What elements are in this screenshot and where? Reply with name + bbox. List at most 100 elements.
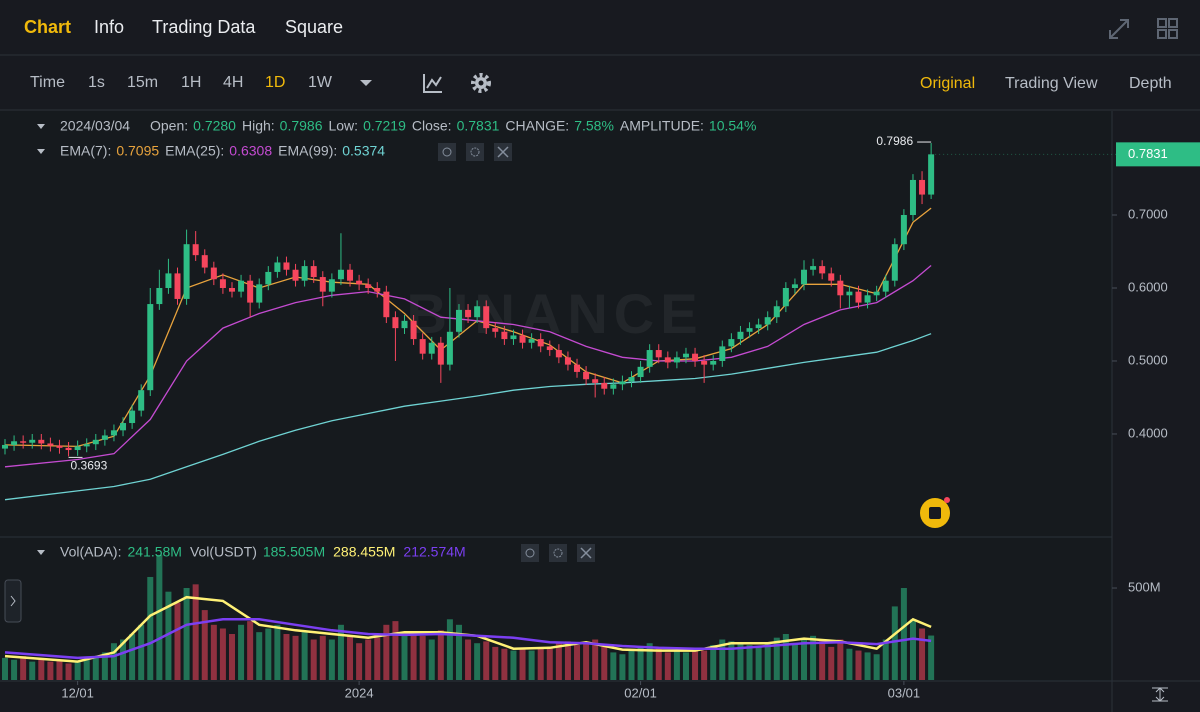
x-tick-label: 03/01: [888, 685, 921, 700]
collapse[interactable]: [37, 550, 45, 555]
y-tick-label: 500M: [1128, 579, 1161, 594]
candle-body: [819, 266, 826, 274]
expand-button[interactable]: [4, 579, 22, 623]
interval[interactable]: 1D: [265, 74, 285, 91]
fullscreen-icon[interactable]: [1109, 19, 1129, 39]
volume-bar: [11, 659, 18, 680]
min-label: 0.3693: [71, 459, 108, 473]
interval[interactable]: Time: [30, 74, 65, 91]
interval[interactable]: 1s: [88, 74, 105, 91]
legend-date: 2024/03/04: [60, 118, 130, 134]
volume-bar: [855, 650, 862, 680]
expand-arrow: [10, 595, 16, 607]
volume-bar: [337, 624, 344, 680]
plot-area: [0, 111, 1112, 681]
dropdown[interactable]: [360, 80, 372, 86]
volume-bar: [673, 650, 680, 680]
collapse[interactable]: [37, 149, 45, 154]
candle-body: [301, 266, 308, 281]
candle-body: [374, 287, 381, 292]
interval[interactable]: 4H: [223, 74, 243, 91]
volume-bar: [101, 652, 108, 680]
legend-value: 0.7280: [193, 118, 236, 134]
candle-body: [619, 381, 626, 385]
settings-icon[interactable]: [471, 73, 491, 93]
volume-bar: [755, 646, 762, 680]
candle-body: [465, 309, 472, 318]
vol-ma-value: 212.574M: [403, 544, 465, 560]
candle-body: [846, 291, 853, 296]
volume-bar: [900, 588, 907, 680]
candle-body: [673, 357, 680, 363]
candle-body: [909, 179, 916, 215]
volume-bar: [228, 634, 235, 680]
candle-body: [837, 280, 844, 296]
volume-bar: [47, 661, 54, 680]
volume-bar: [819, 639, 826, 680]
volume-bar: [283, 634, 290, 680]
volume-bar: [646, 643, 653, 680]
interval[interactable]: 15m: [127, 74, 158, 91]
candle-body: [791, 284, 798, 288]
last-price-tag: [1116, 142, 1200, 167]
candle-body: [701, 360, 708, 365]
candle-body: [156, 287, 163, 305]
interval[interactable]: 1H: [181, 74, 201, 91]
interval[interactable]: 1W: [308, 74, 333, 91]
y-tick-label: 0.7000: [1128, 206, 1168, 221]
candle-body: [174, 273, 181, 299]
volume-bar: [328, 639, 335, 680]
ema-label: EMA(25):: [165, 143, 224, 159]
volume-bar: [737, 643, 744, 680]
candle-body: [864, 295, 871, 303]
volume-bar: [274, 624, 281, 680]
notes-button[interactable]: [920, 497, 950, 528]
volume-bar: [810, 635, 817, 680]
volume-bar: [38, 657, 45, 680]
ema-label: EMA(7):: [60, 143, 111, 159]
legend-value: 0.7831: [457, 118, 500, 134]
volume-bar: [219, 628, 226, 680]
vol-value: 185.505M: [263, 544, 325, 560]
legend-buttons[interactable]: [438, 143, 595, 562]
tab[interactable]: Chart: [24, 17, 71, 37]
volume-bar: [919, 628, 926, 680]
candle-body: [455, 309, 462, 332]
volume-bar: [465, 639, 472, 680]
candle-body: [319, 277, 326, 292]
volume-bar: [873, 654, 880, 680]
volume-bar: [446, 619, 453, 680]
indicator-icon[interactable]: [423, 74, 442, 93]
collapse[interactable]: [37, 124, 45, 129]
layout-icon[interactable]: [1157, 18, 1178, 39]
volume-bar: [428, 639, 435, 680]
volume-bar: [492, 646, 499, 680]
candle-body: [891, 244, 898, 281]
view[interactable]: Depth: [1129, 75, 1172, 92]
volume-bar: [882, 639, 889, 680]
candle-body: [574, 364, 581, 372]
candle-body: [737, 331, 744, 340]
candle-body: [555, 350, 562, 358]
view[interactable]: Trading View: [1005, 75, 1098, 92]
volume-bar: [791, 643, 798, 680]
candle-body: [882, 280, 889, 292]
candle-body: [129, 410, 136, 424]
candle-body: [274, 262, 281, 272]
tab[interactable]: Info: [94, 17, 124, 37]
volume-bar: [746, 645, 753, 680]
ema-value: 0.5374: [342, 143, 385, 159]
scale-icon[interactable]: [1152, 687, 1168, 702]
volume-bar: [120, 639, 127, 680]
tab[interactable]: Square: [285, 17, 343, 37]
candle-body: [501, 331, 508, 340]
candle-body: [446, 331, 453, 365]
last-price: 0.7831: [1128, 146, 1168, 161]
view[interactable]: Original: [920, 75, 975, 92]
candle-body: [601, 382, 608, 389]
legend-value: 10.54%: [709, 118, 756, 134]
candle-body: [1, 444, 8, 449]
candle-body: [283, 262, 290, 270]
tab[interactable]: Trading Data: [152, 17, 256, 37]
candle-body: [655, 350, 662, 358]
